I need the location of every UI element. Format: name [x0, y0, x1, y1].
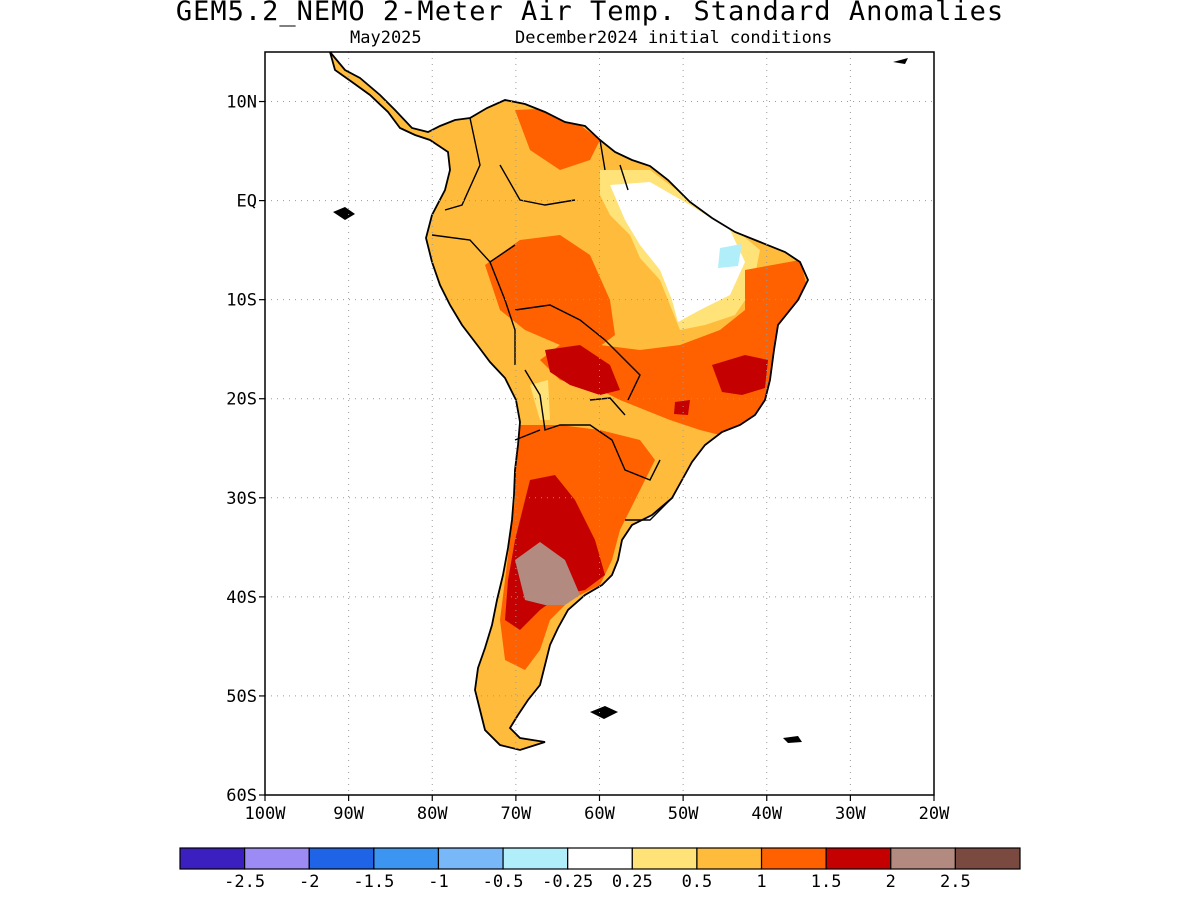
colorbar-label: -0.5	[483, 872, 524, 892]
colorbar-label: 0.25	[612, 872, 653, 892]
colorbar-swatch	[502, 847, 569, 870]
colorbar-label: 2	[886, 872, 896, 892]
colorbar-label: -2	[299, 872, 319, 892]
country-borders	[431, 117, 673, 521]
colorbar-swatch	[954, 847, 1021, 870]
colorbar-swatch	[696, 847, 763, 870]
lat-tick-label: 10S	[226, 291, 257, 311]
colorbar-swatch	[179, 847, 246, 870]
colorbar-swatch	[760, 847, 827, 870]
lon-tick-label: 60W	[584, 804, 615, 824]
colorbar-label: -1.5	[353, 872, 394, 892]
colorbar-swatch	[308, 847, 375, 870]
lat-tick-label: 10N	[226, 93, 257, 113]
colorbar-swatch	[825, 847, 892, 870]
lon-tick-label: 20W	[919, 804, 950, 824]
lat-tick-label: 50S	[226, 687, 257, 707]
lon-tick-label: 80W	[417, 804, 448, 824]
lat-tick-label: 40S	[226, 588, 257, 608]
colorbar-swatch	[567, 847, 633, 870]
lat-tick-label: 30S	[226, 489, 257, 509]
colorbar-swatch	[244, 847, 310, 870]
lon-tick-label: 40W	[751, 804, 782, 824]
colorbar-label: -0.25	[542, 872, 593, 892]
colorbar-label: -2.5	[224, 872, 265, 892]
colorbar-swatch	[373, 847, 440, 870]
map-title: GEM5.2_NEMO 2-Meter Air Temp. Standard A…	[175, 0, 1005, 27]
lat-tick-label: 20S	[226, 390, 257, 410]
lon-tick-label: 50W	[668, 804, 699, 824]
lat-tick-label: 60S	[226, 786, 257, 806]
colorbar-swatch	[631, 847, 698, 870]
colorbar-label: 1	[756, 872, 766, 892]
lon-tick-label: 30W	[835, 804, 866, 824]
lon-tick-label: 70W	[501, 804, 532, 824]
lat-tick-label: EQ	[237, 192, 257, 212]
forecast-month: May2025	[350, 28, 422, 48]
colorbar-label: 0.5	[682, 872, 713, 892]
coastline	[329, 51, 809, 751]
lon-tick-label: 90W	[333, 804, 364, 824]
islands	[333, 58, 908, 743]
colorbar-label: 2.5	[940, 872, 971, 892]
colorbar: -2.5 -2 -1.5 -1 -0.5 -0.25 0.25 0.5 1 1.5 2 2.5	[179, 847, 1021, 892]
colorbar-label: -1	[428, 872, 448, 892]
lon-tick-label: 100W	[245, 804, 287, 824]
colorbar-swatch	[437, 847, 504, 870]
initial-conditions-label: December2024 initial conditions	[515, 28, 833, 48]
colorbar-label: 1.5	[811, 872, 842, 892]
colorbar-swatch	[890, 847, 956, 870]
